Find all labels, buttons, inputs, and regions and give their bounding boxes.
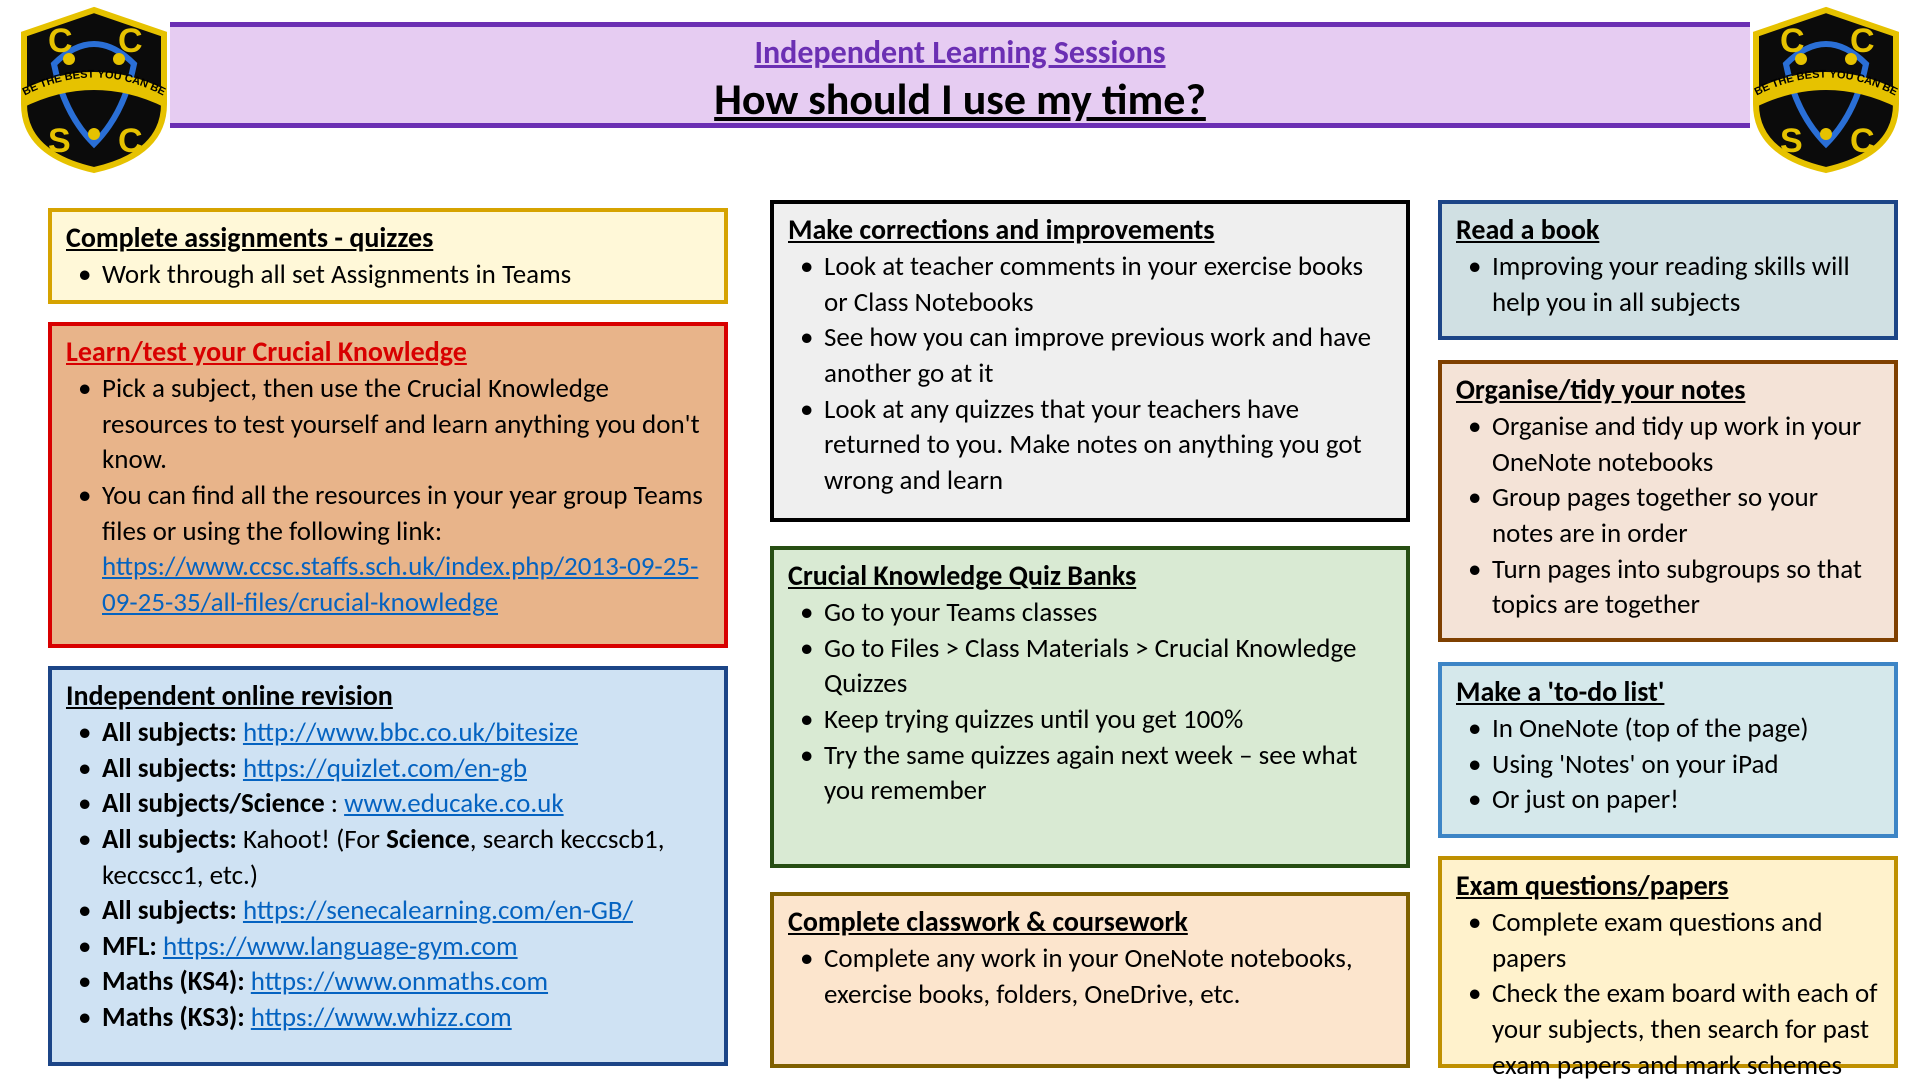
revision-link[interactable]: http://www.bbc.co.uk/bitesize [243, 716, 578, 749]
card-title: Learn/test your Crucial Knowledge [66, 334, 710, 369]
school-crest-left: BE THE BEST YOU CAN BE C C S C [14, 4, 174, 174]
list-item: Turn pages into subgroups so that topics… [1456, 552, 1880, 623]
list-item: All subjects/Science : www.educake.co.uk [66, 786, 710, 822]
svg-text:C: C [118, 22, 143, 60]
card-classwork: Complete classwork & coursework Complete… [770, 892, 1410, 1068]
card-title: Make a 'to-do list' [1456, 674, 1880, 709]
list-item: MFL: https://www.language-gym.com [66, 929, 710, 965]
list-item: You can find all the resources in your y… [66, 478, 710, 621]
card-title: Complete assignments - quizzes [66, 220, 710, 255]
svg-text:C: C [48, 22, 73, 60]
svg-text:S: S [48, 122, 71, 160]
svg-text:C: C [118, 122, 143, 160]
list-item: Improving your reading skills will help … [1456, 249, 1880, 320]
list-item: All subjects: https://quizlet.com/en-gb [66, 751, 710, 787]
list-item: Using 'Notes' on your iPad [1456, 747, 1880, 783]
card-exam-questions: Exam questions/papers Complete exam ques… [1438, 856, 1898, 1068]
revision-link[interactable]: www.educake.co.uk [344, 787, 564, 820]
list-item: All subjects: http://www.bbc.co.uk/bites… [66, 715, 710, 751]
card-title: Organise/tidy your notes [1456, 372, 1880, 407]
crucial-knowledge-link[interactable]: https://www.ccsc.staffs.sch.uk/index.php… [102, 550, 698, 619]
school-crest-right: BE THE BEST YOU CAN BE C C S C [1746, 4, 1906, 174]
card-read-book: Read a book Improving your reading skill… [1438, 200, 1898, 340]
list-item: Or just on paper! [1456, 782, 1880, 818]
header-title: How should I use my time? [170, 72, 1750, 126]
header-subtitle: Independent Learning Sessions [170, 33, 1750, 72]
card-title: Read a book [1456, 212, 1880, 247]
card-title: Exam questions/papers [1456, 868, 1880, 903]
list-item: Group pages together so your notes are i… [1456, 480, 1880, 551]
list-item: Keep trying quizzes until you get 100% [788, 702, 1392, 738]
svg-text:C: C [1850, 122, 1875, 160]
card-assignments: Complete assignments - quizzes Work thro… [48, 208, 728, 304]
list-item: In OneNote (top of the page) [1456, 711, 1880, 747]
list-item: Try the same quizzes again next week – s… [788, 738, 1392, 809]
revision-link[interactable]: https://senecalearning.com/en-GB/ [243, 894, 633, 927]
list-item: All subjects: https://senecalearning.com… [66, 893, 710, 929]
card-title: Complete classwork & coursework [788, 904, 1392, 939]
svg-text:C: C [1850, 22, 1875, 60]
list-item: Work through all set Assignments in Team… [66, 257, 710, 293]
list-item: Complete exam questions and papers [1456, 905, 1880, 976]
list-item: All subjects: Kahoot! (For Science, sear… [66, 822, 710, 893]
list-item: Check the exam board with each of your s… [1456, 976, 1880, 1083]
revision-link[interactable]: https://www.onmaths.com [251, 965, 548, 998]
card-quiz-banks: Crucial Knowledge Quiz Banks Go to your … [770, 546, 1410, 868]
header-banner: Independent Learning Sessions How should… [170, 22, 1750, 128]
list-item: Maths (KS3): https://www.whizz.com [66, 1000, 710, 1036]
list-item: Look at any quizzes that your teachers h… [788, 392, 1392, 499]
svg-text:S: S [1780, 122, 1803, 160]
card-title: Crucial Knowledge Quiz Banks [788, 558, 1392, 593]
card-online-revision: Independent online revision All subjects… [48, 666, 728, 1066]
revision-link[interactable]: https://www.language-gym.com [163, 930, 518, 963]
card-corrections: Make corrections and improvements Look a… [770, 200, 1410, 522]
list-item: See how you can improve previous work an… [788, 320, 1392, 391]
card-title: Make corrections and improvements [788, 212, 1392, 247]
list-item: Complete any work in your OneNote notebo… [788, 941, 1392, 1012]
card-crucial-knowledge: Learn/test your Crucial Knowledge Pick a… [48, 322, 728, 648]
list-item: Go to your Teams classes [788, 595, 1392, 631]
list-item: Look at teacher comments in your exercis… [788, 249, 1392, 320]
svg-text:C: C [1780, 22, 1805, 60]
revision-link[interactable]: https://www.whizz.com [251, 1001, 512, 1034]
card-todo-list: Make a 'to-do list' In OneNote (top of t… [1438, 662, 1898, 838]
list-item: Organise and tidy up work in your OneNot… [1456, 409, 1880, 480]
card-organise-notes: Organise/tidy your notes Organise and ti… [1438, 360, 1898, 642]
list-item: Maths (KS4): https://www.onmaths.com [66, 964, 710, 1000]
list-item: Pick a subject, then use the Crucial Kno… [66, 371, 710, 478]
revision-link[interactable]: https://quizlet.com/en-gb [243, 752, 527, 785]
list-item: Go to Files > Class Materials > Crucial … [788, 631, 1392, 702]
card-title: Independent online revision [66, 678, 710, 713]
